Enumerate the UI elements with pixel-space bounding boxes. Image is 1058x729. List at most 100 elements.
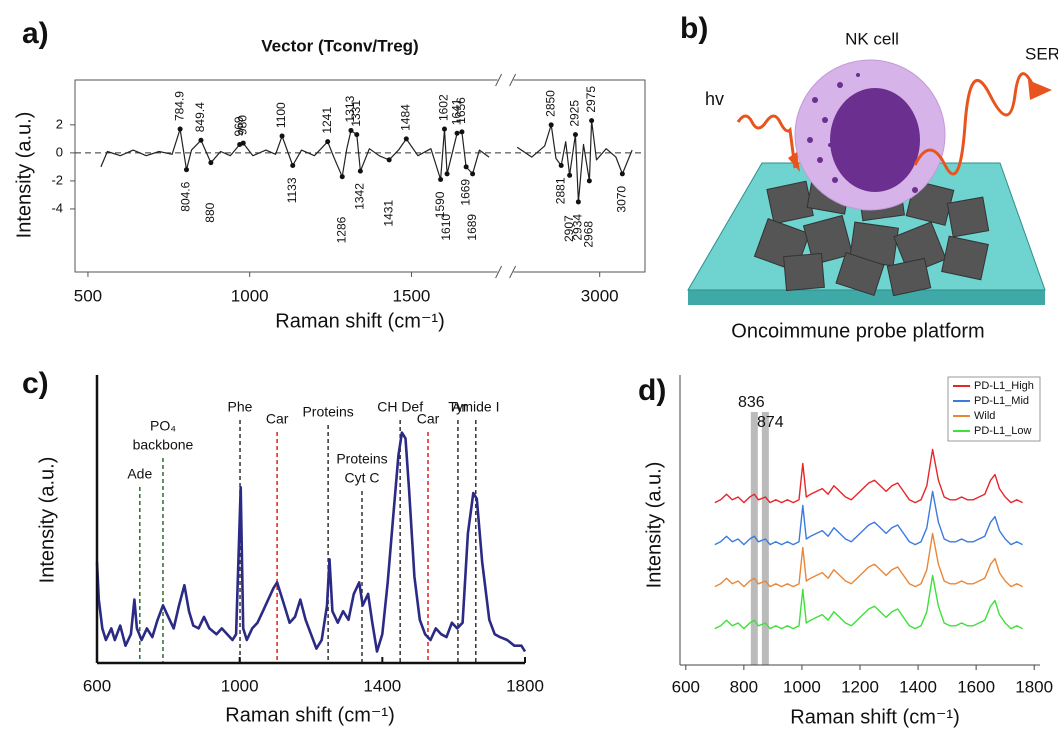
x-tick-label: 1000 [231,286,269,305]
peak-label: 2907 [562,215,576,242]
peak-dot [589,118,595,124]
light-label: hv [705,89,724,109]
break-mark [495,265,503,279]
break-mark [509,265,517,279]
peak-label: 2934 [571,214,585,241]
platform-side [688,290,1045,305]
peak-dot [548,122,554,128]
legend-label: PD-L1_Mid [974,395,1029,407]
x-axis-title: Raman shift (cm⁻¹) [225,704,394,726]
panel-label: c) [22,367,49,400]
annotation-label: Ade [127,466,152,482]
spectrum-line [714,490,1023,546]
peak-label: 2968 [582,221,596,248]
peak-label: 1286 [334,216,348,243]
spectrum-line [714,532,1023,588]
peak-dot [348,127,354,133]
annotation-label: Proteins [336,451,387,467]
peak-label: 1431 [381,200,395,227]
peak-dot [463,164,469,170]
peak-label: 1602 [437,94,451,121]
peak-dot [586,178,592,184]
y-tick-label: 0 [56,144,63,159]
legend-label: PD-L1_Low [974,425,1032,437]
highlight-label: 874 [757,414,784,431]
annotation-label: CH Def [377,399,423,415]
platform-label: Oncoimmune probe platform [731,320,984,342]
peak-label: 1241 [320,107,334,134]
diagram-b: b) NK cell hv SE [680,12,1058,342]
peak-dot [470,171,476,177]
peak-label: 1656 [454,97,468,124]
peak-dot [567,172,573,178]
peak-dot [386,157,392,163]
peak-dot [441,126,447,132]
x-tick-label: 1400 [899,677,937,696]
annotation-label: Tyr [448,399,468,415]
arrow-head [1028,80,1052,100]
x-tick-label: 1800 [1015,677,1053,696]
peak-label: 1331 [349,100,363,127]
y-tick-label: -2 [51,172,63,187]
break-mark [495,73,503,87]
peak-dot [198,137,204,143]
spectrum-line [100,120,633,203]
peak-label: 1610 [439,214,453,241]
peak-label: 1484 [398,104,412,131]
peak-label: 784.9 [172,91,186,121]
x-axis-title: Raman shift (cm⁻¹) [790,706,959,728]
peak-dot [403,136,409,142]
peak-dot [619,171,625,177]
peak-label: 849.4 [193,102,207,132]
peak-label: 1342 [353,183,367,210]
y-axis-title: Intensity (a.u.) [36,457,58,584]
peak-dot [325,139,331,145]
x-tick-label: 1200 [841,677,879,696]
peak-label: 1590 [433,191,447,218]
peak-dot [290,162,296,168]
x-tick-label: 1000 [783,677,821,696]
panel-label: d) [638,374,666,407]
light-wave [736,114,797,169]
signal-label: SER [1025,44,1058,63]
x-tick-label: 1500 [393,286,431,305]
y-tick-label: -4 [51,200,63,215]
legend-label: Wild [974,410,995,422]
peak-dot [208,160,214,166]
x-tick-label: 1000 [221,676,259,695]
annotation-label: Phe [228,399,253,415]
annotation-label: Cyt C [345,470,380,486]
peak-label: 804.6 [179,181,193,211]
highlight-band [750,412,758,665]
highlight-label: 836 [738,394,765,411]
annotation-label: Proteins [302,404,353,420]
x-tick-label: 500 [74,286,102,305]
peak-dot [354,132,360,138]
peak-label: 1669 [458,179,472,206]
peak-label: 1313 [343,95,357,122]
peak-dot [357,168,363,174]
spectrum-line [95,431,527,653]
peak-label: 2881 [553,177,567,204]
peak-dot [183,167,189,173]
panel-label: a) [22,17,49,50]
peak-dot [444,171,450,177]
x-axis-title: Raman shift (cm⁻¹) [275,310,444,332]
x-tick-label: 1400 [363,676,401,695]
annotation-label: PO₄ [150,418,176,434]
peak-dot [438,177,444,183]
x-tick-label: 1800 [506,676,544,695]
x-tick-label: 600 [672,677,700,696]
axis-break [497,78,514,274]
peak-dot [459,129,465,135]
y-tick-label: 2 [56,116,63,131]
annotation-label: Car [266,411,289,427]
peak-label: 880 [203,202,217,222]
y-axis-title: Intensity (a.u.) [13,112,35,239]
nucleus [830,88,920,192]
peak-dot [177,126,183,132]
cell-label: NK cell [845,29,899,48]
legend-label: PD-L1_High [974,380,1034,392]
granules [807,73,918,193]
